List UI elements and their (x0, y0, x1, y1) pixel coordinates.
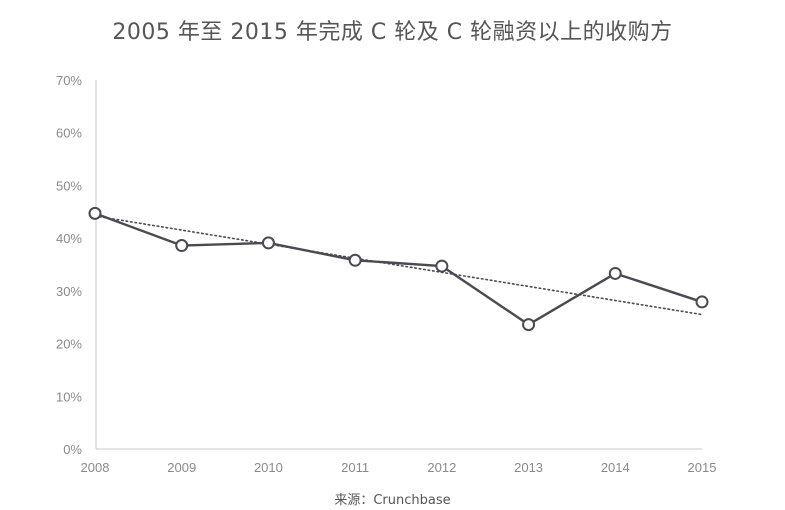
source-note: 来源：Crunchbase (334, 493, 451, 508)
x-tick-label: 2015 (688, 460, 717, 475)
chart-title: 2005 年至 2015 年完成 C 轮及 C 轮融资以上的收购方 (112, 20, 673, 45)
y-tick-label: 30% (56, 284, 82, 299)
y-tick-label: 70% (56, 73, 82, 88)
x-tick-label: 2013 (514, 460, 543, 475)
series-group (88, 206, 709, 332)
trendline-group (94, 215, 703, 316)
y-tick-label: 40% (56, 231, 82, 246)
y-tick-label: 10% (56, 389, 82, 404)
data-point (348, 253, 362, 267)
x-tick-labels: 2008 2009 2010 2011 2012 2013 2014 2015 (81, 460, 717, 475)
trendline (94, 215, 703, 316)
x-tick-label: 2010 (254, 460, 283, 475)
data-point (522, 318, 536, 332)
data-point (435, 259, 449, 273)
data-point (88, 206, 102, 220)
data-point (261, 236, 275, 250)
data-point (175, 239, 189, 253)
x-tick-label: 2014 (601, 460, 630, 475)
y-tick-label: 60% (56, 126, 82, 141)
y-tick-label: 0% (63, 442, 82, 457)
x-tick-label: 2012 (427, 460, 456, 475)
y-tick-label: 50% (56, 178, 82, 193)
data-point (608, 266, 622, 280)
x-tick-label: 2008 (81, 460, 110, 475)
y-tick-label: 20% (56, 337, 82, 352)
y-tick-labels: 0% 10% 20% 30% 40% 50% 60% 70% (56, 73, 82, 457)
x-tick-label: 2009 (167, 460, 196, 475)
x-tick-label: 2011 (341, 460, 369, 475)
data-point (695, 295, 709, 309)
series-line (94, 212, 703, 326)
